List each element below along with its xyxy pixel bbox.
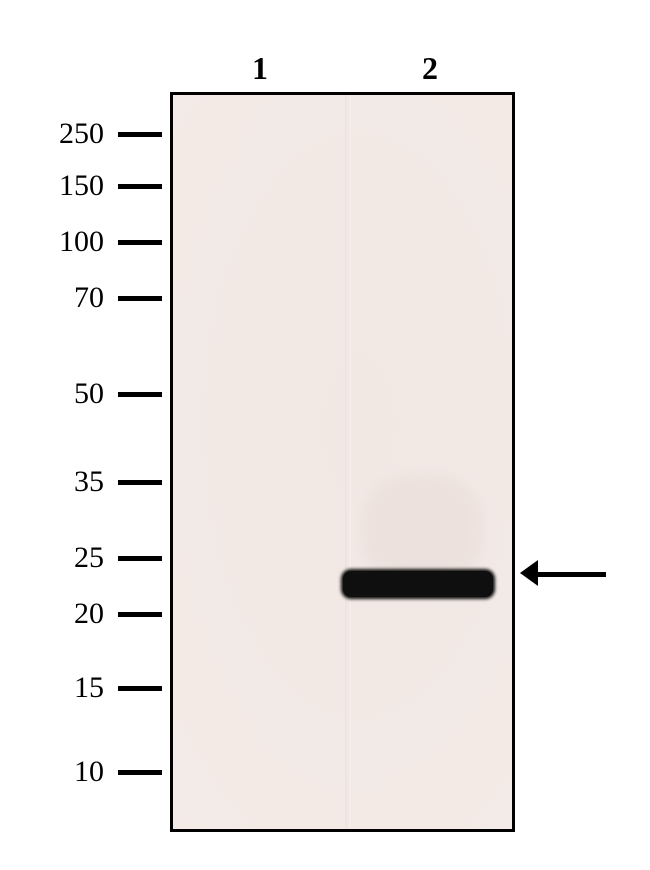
mw-tick-20: [118, 612, 162, 617]
mw-label-25: 25: [14, 543, 104, 573]
band-arrow-head: [520, 560, 538, 586]
mw-label-250: 250: [14, 119, 104, 149]
gel-background: [173, 95, 512, 829]
lane-separator: [345, 95, 351, 829]
protein-band: [343, 571, 493, 597]
lane2-smudge: [363, 475, 483, 585]
mw-label-150: 150: [14, 171, 104, 201]
mw-tick-100: [118, 240, 162, 245]
band-arrow-shaft: [538, 572, 606, 577]
mw-label-35: 35: [14, 467, 104, 497]
mw-tick-150: [118, 184, 162, 189]
lane-label-2: 2: [410, 52, 450, 84]
mw-tick-10: [118, 770, 162, 775]
mw-tick-15: [118, 686, 162, 691]
mw-tick-25: [118, 556, 162, 561]
mw-tick-250: [118, 132, 162, 137]
mw-label-100: 100: [14, 227, 104, 257]
mw-label-15: 15: [14, 673, 104, 703]
mw-label-70: 70: [14, 283, 104, 313]
mw-label-10: 10: [14, 757, 104, 787]
mw-label-50: 50: [14, 379, 104, 409]
mw-tick-70: [118, 296, 162, 301]
lane-label-1: 1: [240, 52, 280, 84]
mw-tick-35: [118, 480, 162, 485]
mw-tick-50: [118, 392, 162, 397]
mw-label-20: 20: [14, 599, 104, 629]
gel-frame: [170, 92, 515, 832]
